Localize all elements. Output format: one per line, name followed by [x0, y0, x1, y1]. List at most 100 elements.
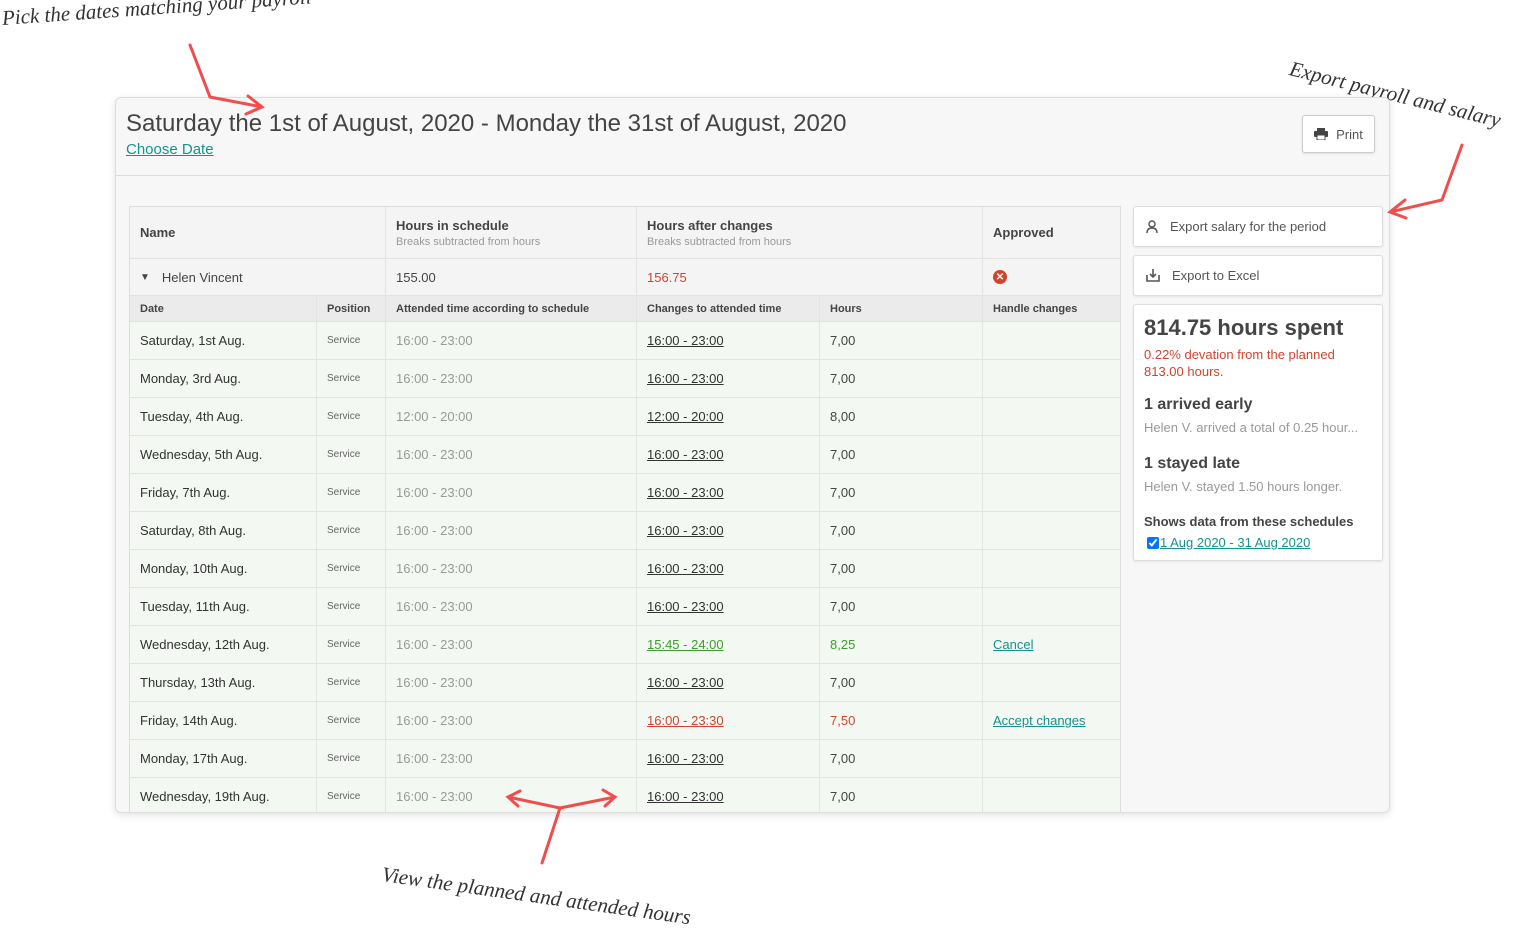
row-changed-time-link[interactable]: 16:00 - 23:00 [647, 789, 724, 804]
page-title: Saturday the 1st of August, 2020 - Monda… [126, 110, 847, 137]
export-salary-label: Export salary for the period [1170, 219, 1327, 234]
row-scheduled-time: 16:00 - 23:00 [386, 322, 637, 359]
row-handle-cell [983, 360, 1120, 397]
row-handle-cell [983, 588, 1120, 625]
print-button[interactable]: Print [1302, 115, 1375, 153]
row-hours: 7,00 [820, 512, 983, 549]
row-position: Service [317, 360, 386, 397]
row-handle-cell [983, 322, 1120, 359]
col-hours: Hours [820, 296, 983, 321]
table-row: Tuesday, 4th Aug. Service 12:00 - 20:00 … [130, 398, 1120, 436]
row-scheduled-time: 16:00 - 23:00 [386, 360, 637, 397]
row-changed-time-cell: 12:00 - 20:00 [637, 398, 820, 435]
employee-name-cell[interactable]: ▼ Helen Vincent [130, 259, 386, 295]
export-salary-button[interactable]: Export salary for the period [1133, 206, 1383, 247]
row-changed-time-cell: 16:00 - 23:00 [637, 550, 820, 587]
row-date: Monday, 10th Aug. [130, 550, 317, 587]
schedule-checkbox[interactable] [1147, 536, 1159, 549]
payroll-card: Saturday the 1st of August, 2020 - Monda… [115, 97, 1390, 813]
row-scheduled-time: 16:00 - 23:00 [386, 664, 637, 701]
table-row: Monday, 17th Aug. Service 16:00 - 23:00 … [130, 740, 1120, 778]
row-handle-cell [983, 778, 1120, 812]
row-changed-time-cell: 16:00 - 23:00 [637, 436, 820, 473]
row-changed-time-cell: 16:00 - 23:00 [637, 588, 820, 625]
row-changed-time-link[interactable]: 16:00 - 23:00 [647, 523, 724, 538]
row-hours: 7,00 [820, 322, 983, 359]
row-position: Service [317, 626, 386, 663]
row-changed-time-cell: 16:00 - 23:00 [637, 474, 820, 511]
collapse-triangle-icon[interactable]: ▼ [140, 271, 150, 283]
row-hours: 7,50 [820, 702, 983, 739]
total-hours: 814.75 hours spent [1144, 315, 1344, 340]
row-position: Service [317, 436, 386, 473]
x-circle-icon: ✕ [993, 270, 1007, 284]
arrow-export [1387, 143, 1464, 220]
row-changed-time-cell: 16:00 - 23:00 [637, 322, 820, 359]
row-changed-time-link[interactable]: 16:00 - 23:00 [647, 599, 724, 614]
row-changed-time-link[interactable]: 16:00 - 23:00 [647, 333, 724, 348]
col-attended: Attended time according to schedule [386, 296, 637, 321]
table-row: Monday, 3rd Aug. Service 16:00 - 23:00 1… [130, 360, 1120, 398]
table-row: Saturday, 1st Aug. Service 16:00 - 23:00… [130, 322, 1120, 360]
table-row: Tuesday, 11th Aug. Service 16:00 - 23:00… [130, 588, 1120, 626]
row-position: Service [317, 398, 386, 435]
row-action-link[interactable]: Cancel [993, 637, 1034, 652]
row-date: Wednesday, 19th Aug. [130, 778, 317, 812]
row-action-link[interactable]: Accept changes [993, 713, 1086, 728]
row-changed-time-link[interactable]: 16:00 - 23:00 [647, 751, 724, 766]
export-excel-label: Export to Excel [1172, 268, 1260, 283]
table-row: Wednesday, 19th Aug. Service 16:00 - 23:… [130, 778, 1120, 812]
stats-panel: 814.75 hours spent 0.22% devation from t… [1133, 304, 1383, 561]
row-handle-cell: Accept changes [983, 702, 1120, 739]
row-date: Friday, 7th Aug. [130, 474, 317, 511]
row-changed-time-link[interactable]: 16:00 - 23:00 [647, 447, 724, 462]
stayed-late-title: 1 stayed late [1144, 455, 1241, 472]
row-position: Service [317, 322, 386, 359]
schedule-link[interactable]: 1 Aug 2020 - 31 Aug 2020 [1160, 535, 1311, 550]
row-handle-cell: Cancel [983, 626, 1120, 663]
choose-date-link[interactable]: Choose Date [126, 141, 214, 158]
row-date: Thursday, 13th Aug. [130, 664, 317, 701]
row-changed-time-link[interactable]: 15:45 - 24:00 [647, 637, 724, 652]
row-hours: 7,00 [820, 360, 983, 397]
deviation-text: 0.22% devation from the planned 813.00 h… [1144, 347, 1335, 379]
row-changed-time-link[interactable]: 16:00 - 23:30 [647, 713, 724, 728]
table-row: Thursday, 13th Aug. Service 16:00 - 23:0… [130, 664, 1120, 702]
row-handle-cell [983, 550, 1120, 587]
row-position: Service [317, 778, 386, 812]
col-hours-after-label: Hours after changes [647, 217, 773, 233]
row-changed-time-link[interactable]: 16:00 - 23:00 [647, 675, 724, 690]
row-changed-time-link[interactable]: 16:00 - 23:00 [647, 371, 724, 386]
row-position: Service [317, 550, 386, 587]
employee-sched-hours: 155.00 [386, 259, 637, 295]
row-position: Service [317, 740, 386, 777]
row-hours: 7,00 [820, 740, 983, 777]
col-name: Name [130, 207, 386, 258]
col-hours-after-sub: Breaks subtracted from hours [647, 235, 792, 248]
annotation-view-hours: View the planned and attended hours [380, 862, 693, 930]
table-row: Friday, 14th Aug. Service 16:00 - 23:00 … [130, 702, 1120, 740]
export-excel-button[interactable]: Export to Excel [1133, 255, 1383, 296]
employee-name: Helen Vincent [161, 269, 243, 285]
col-approved: Approved [993, 225, 1054, 240]
col-hours-after: Hours after changes Breaks subtracted fro… [637, 207, 983, 258]
row-scheduled-time: 16:00 - 23:00 [386, 740, 637, 777]
row-changed-time-link[interactable]: 16:00 - 23:00 [647, 485, 724, 500]
col-hours-schedule-sub: Breaks subtracted from hours [396, 235, 541, 248]
employee-row[interactable]: ▼ Helen Vincent 155.00 156.75 ✕ [130, 259, 1120, 296]
row-changed-time-link[interactable]: 16:00 - 23:00 [647, 561, 724, 576]
schedule-item: 1 Aug 2020 - 31 Aug 2020 [1147, 535, 1372, 550]
table-row: Saturday, 8th Aug. Service 16:00 - 23:00… [130, 512, 1120, 550]
print-label: Print [1336, 126, 1363, 142]
hours-table: Name Hours in schedule Breaks subtracted … [129, 206, 1121, 812]
table-row: Wednesday, 12th Aug. Service 16:00 - 23:… [130, 626, 1120, 664]
row-scheduled-time: 16:00 - 23:00 [386, 436, 637, 473]
approved-cell: ✕ [983, 259, 1120, 295]
row-hours: 7,00 [820, 588, 983, 625]
row-handle-cell [983, 740, 1120, 777]
sub-header: Date Position Attended time according to… [130, 296, 1120, 322]
person-icon [1146, 220, 1158, 233]
row-date: Tuesday, 4th Aug. [130, 398, 317, 435]
row-changed-time-link[interactable]: 12:00 - 20:00 [647, 409, 724, 424]
col-handle: Handle changes [993, 302, 1078, 315]
